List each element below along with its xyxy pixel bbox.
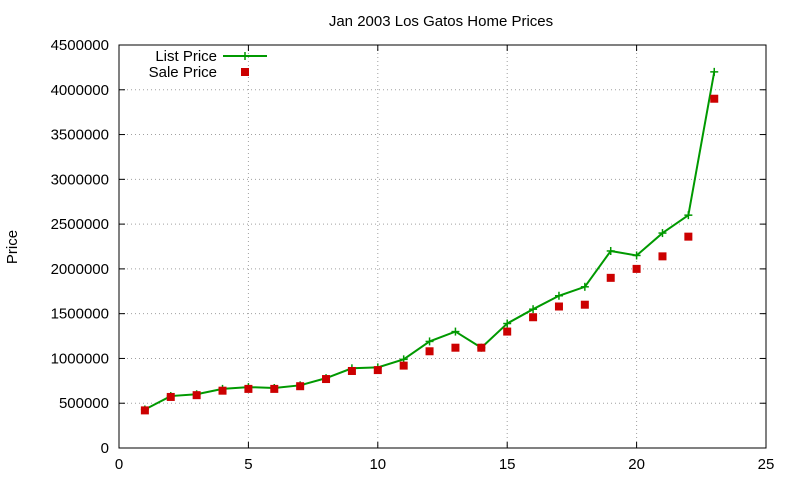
sale-price-point xyxy=(373,366,382,375)
legend-label: Sale Price xyxy=(149,64,217,81)
list-price-point xyxy=(580,282,589,291)
sale-price-point xyxy=(140,406,149,415)
list-price-point xyxy=(451,327,460,336)
sale-price-point xyxy=(296,382,305,391)
list-price-point xyxy=(425,337,434,346)
sale-price-point xyxy=(347,366,356,375)
sale-price-point xyxy=(218,386,227,395)
y-tick-label: 4500000 xyxy=(51,37,109,54)
sale-price-point xyxy=(632,264,641,273)
x-tick-label: 0 xyxy=(115,456,123,473)
x-tick-label: 5 xyxy=(244,456,252,473)
y-tick-label: 1000000 xyxy=(51,350,109,367)
axis-ticks: 0 5 10 15 20 25 0 500000 1000000 1500000 2000000 25… xyxy=(51,37,775,473)
y-tick-label: 4000000 xyxy=(51,82,109,99)
sale-price-point xyxy=(529,313,538,322)
sale-price-point xyxy=(322,375,331,384)
list-price-point xyxy=(503,319,512,328)
list-price-line xyxy=(144,71,716,411)
grid xyxy=(119,45,766,448)
list-price-point xyxy=(684,211,693,220)
y-tick-label: 1500000 xyxy=(51,306,109,323)
sale-price-point xyxy=(399,361,408,370)
sale-price-point xyxy=(425,347,434,356)
list-price-point xyxy=(632,251,641,260)
sale-price-point xyxy=(270,384,279,393)
y-tick-label: 3500000 xyxy=(51,127,109,144)
sale-price-point xyxy=(477,343,486,352)
list-price-point xyxy=(710,67,719,76)
list-price-point xyxy=(606,246,615,255)
series-layer xyxy=(140,67,719,415)
legend-swatch-marker xyxy=(241,68,249,76)
plot-border xyxy=(118,44,767,449)
legend-item-list-price: List Price xyxy=(155,48,267,65)
list-price-point xyxy=(658,229,667,238)
y-tick-label: 500000 xyxy=(59,395,109,412)
legend-label: List Price xyxy=(155,48,217,65)
y-tick-label: 2500000 xyxy=(51,216,109,233)
x-tick-label: 15 xyxy=(499,456,516,473)
series-list-price xyxy=(140,67,719,414)
sale-price-point xyxy=(166,392,175,401)
legend-swatch-marker xyxy=(241,52,249,60)
y-tick-label: 3000000 xyxy=(51,171,109,188)
sale-price-point xyxy=(658,252,667,261)
sale-price-point xyxy=(684,232,693,241)
x-tick-label: 10 xyxy=(369,456,386,473)
sale-price-point xyxy=(503,327,512,336)
chart-title: Jan 2003 Los Gatos Home Prices xyxy=(329,13,553,30)
sale-price-point xyxy=(606,273,615,282)
legend-item-sale-price: Sale Price xyxy=(149,64,249,81)
sale-price-point xyxy=(244,384,253,393)
list-price-point xyxy=(554,291,563,300)
y-tick-label: 0 xyxy=(101,440,109,457)
y-tick-label: 2000000 xyxy=(51,261,109,278)
x-tick-label: 25 xyxy=(758,456,775,473)
list-price-point xyxy=(529,305,538,314)
sale-price-point xyxy=(710,94,719,103)
sale-price-point xyxy=(451,343,460,352)
sale-price-point xyxy=(554,302,563,311)
sale-price-point xyxy=(192,391,201,400)
series-sale-price xyxy=(140,94,719,415)
sale-price-point xyxy=(580,300,589,309)
y-axis-label: Price xyxy=(4,230,21,264)
x-tick-label: 20 xyxy=(628,456,645,473)
